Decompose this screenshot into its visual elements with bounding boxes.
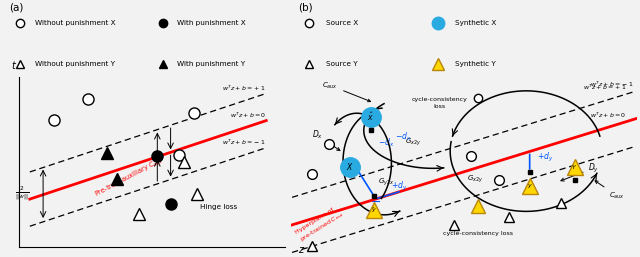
Text: $D_y$: $D_y$	[561, 161, 600, 181]
Text: $w^Tz+b=0$: $w^Tz+b=0$	[590, 111, 627, 120]
Text: $w^Tz+b=+1$: $w^Tz+b=+1$	[223, 84, 266, 93]
Text: $\frac{2}{||w||}$: $\frac{2}{||w||}$	[15, 185, 29, 203]
Text: cycle-consistency: cycle-consistency	[412, 97, 468, 102]
Text: $-d_x$: $-d_x$	[395, 130, 412, 143]
Text: $+d_y$: $+d_y$	[392, 180, 408, 194]
Text: $y$: $y$	[309, 242, 315, 250]
Text: $G_{x2y}$: $G_{x2y}$	[405, 137, 422, 149]
Text: Pre-train auxiliary $\mathit{C}_{aux}$: Pre-train auxiliary $\mathit{C}_{aux}$	[93, 155, 166, 200]
Text: Synthetic X: Synthetic X	[455, 20, 497, 26]
Text: $\hat{x}$: $\hat{x}$	[367, 111, 374, 123]
Text: cycle-consistency loss: cycle-consistency loss	[443, 232, 513, 236]
Text: Without punishment X: Without punishment X	[35, 20, 115, 26]
Text: $w^Tz+b=0$: $w^Tz+b=0$	[230, 111, 266, 120]
Text: Without punishment Y: Without punishment Y	[35, 61, 115, 67]
Text: $\hat{y}$: $\hat{y}$	[371, 205, 377, 215]
Text: (a): (a)	[9, 3, 23, 13]
Text: $x$: $x$	[475, 94, 481, 101]
Text: $z$: $z$	[298, 245, 305, 255]
Text: Synthetic Y: Synthetic Y	[455, 61, 496, 67]
Text: $-d_x$: $-d_x$	[378, 137, 394, 150]
Text: Hyperplane of
pre-trained $\mathit{C}_{aux}$: Hyperplane of pre-trained $\mathit{C}_{a…	[294, 204, 346, 244]
Text: $y$: $y$	[527, 181, 532, 190]
Text: (b): (b)	[298, 3, 313, 13]
Text: $C_{aux}$: $C_{aux}$	[323, 80, 371, 102]
Text: $X$: $X$	[346, 161, 354, 172]
Text: $w^Tz+b=+1$: $w^Tz+b=+1$	[582, 83, 627, 92]
Text: $Y$: $Y$	[572, 163, 578, 171]
Text: With punishment Y: With punishment Y	[177, 61, 245, 67]
Text: $G_{x2y}$: $G_{x2y}$	[467, 173, 484, 185]
Text: $G_{y2x}$: $G_{y2x}$	[378, 177, 394, 188]
Text: $D_x$: $D_x$	[312, 128, 340, 151]
Text: $t$: $t$	[11, 59, 17, 71]
Text: $w^Tz+b=-1$: $w^Tz+b=-1$	[589, 80, 634, 89]
Text: $w^Tz+b=-1$: $w^Tz+b=-1$	[223, 138, 266, 147]
Text: loss: loss	[434, 104, 446, 109]
Text: $C_{aux}$: $C_{aux}$	[595, 181, 625, 201]
Text: $+d_y$: $+d_y$	[536, 151, 553, 164]
Text: Source X: Source X	[326, 20, 358, 26]
Text: Source Y: Source Y	[326, 61, 358, 67]
Text: With punishment X: With punishment X	[177, 20, 246, 26]
Text: Hinge loss: Hinge loss	[200, 204, 237, 210]
